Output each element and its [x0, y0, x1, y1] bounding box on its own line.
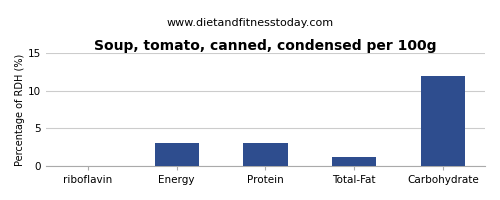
- Bar: [420, 76, 465, 166]
- Bar: [244, 143, 288, 166]
- Bar: [154, 143, 199, 166]
- Y-axis label: Percentage of RDH (%): Percentage of RDH (%): [15, 53, 25, 166]
- Title: Soup, tomato, canned, condensed per 100g: Soup, tomato, canned, condensed per 100g: [94, 39, 436, 53]
- Bar: [332, 157, 376, 166]
- Text: www.dietandfitnesstoday.com: www.dietandfitnesstoday.com: [166, 18, 334, 28]
